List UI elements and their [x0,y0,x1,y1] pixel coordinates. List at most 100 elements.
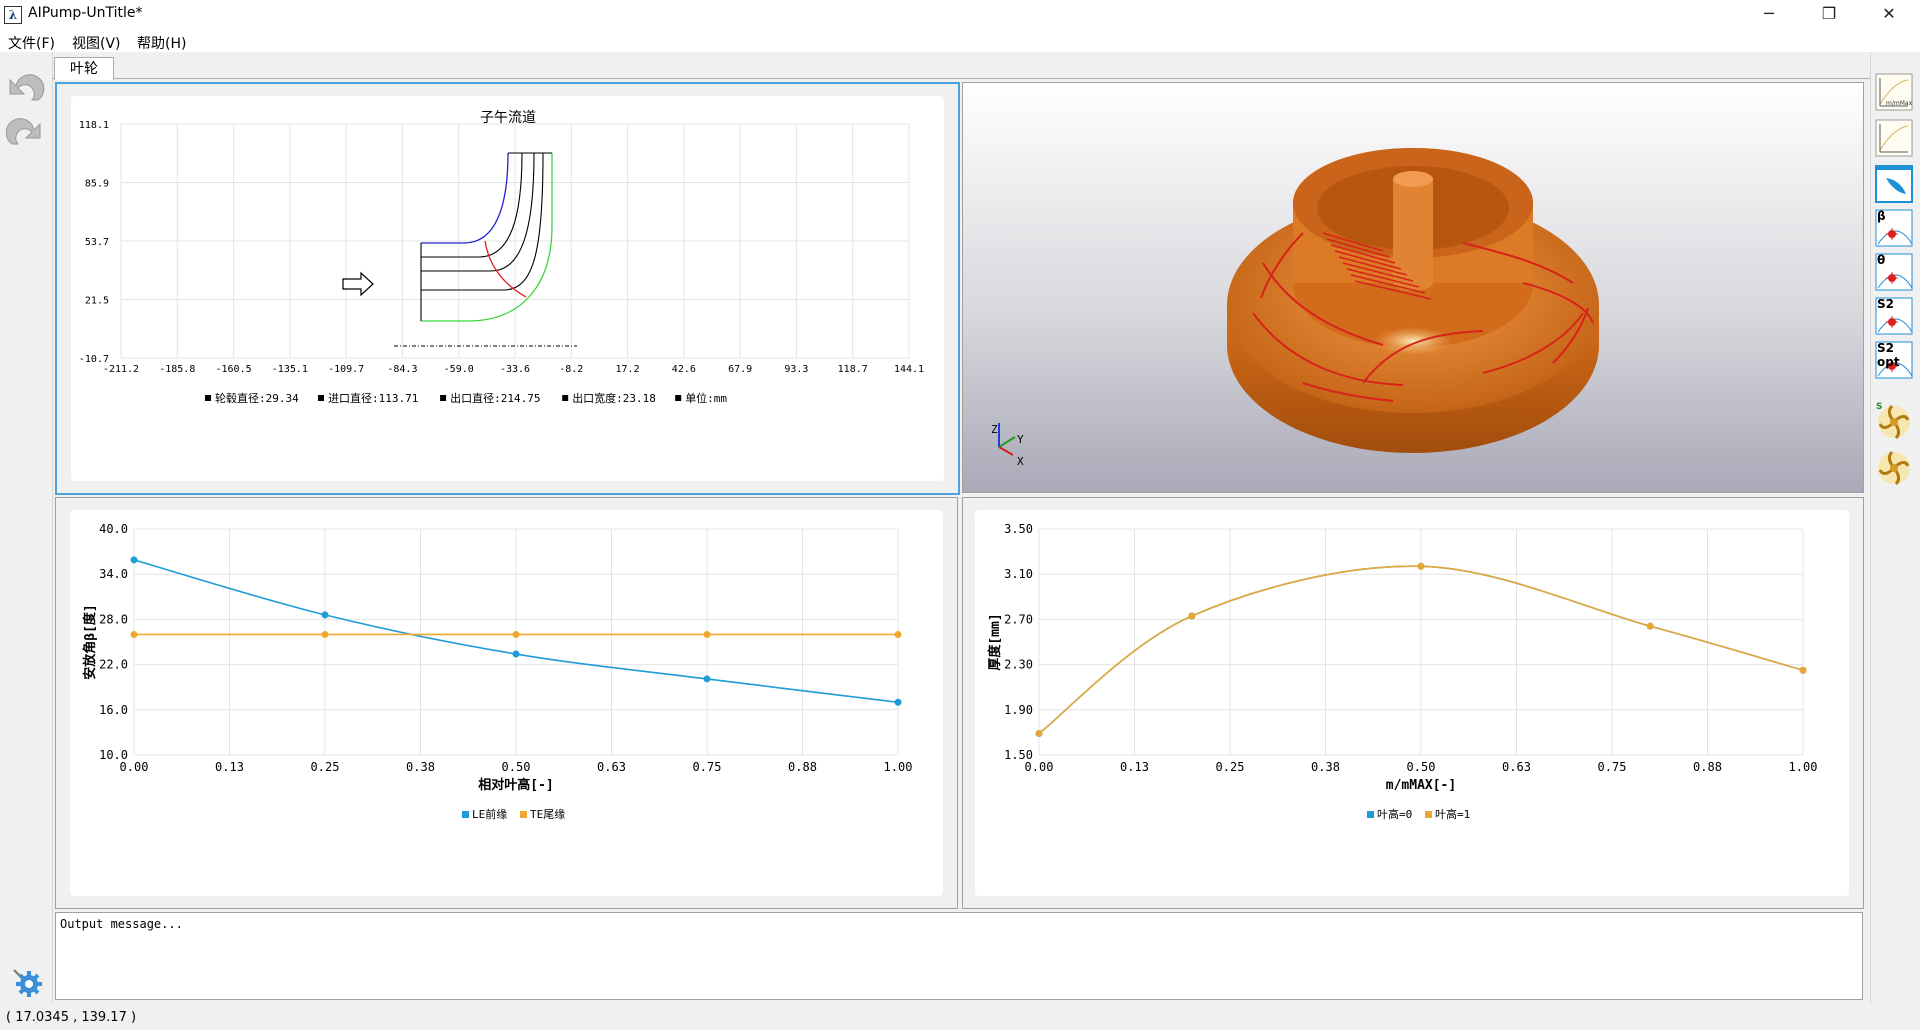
data-point [703,630,711,638]
x-tick-label: 144.1 [894,364,924,375]
flow-direction-arrow-icon [342,271,374,297]
beta-icon[interactable]: β [1874,208,1914,248]
data-point [1417,562,1425,570]
toolbar-icon-caption: S2 [1877,297,1894,311]
chart-grid [133,528,899,756]
y-tick-label: 21.5 [85,296,109,307]
x-tick-label: 0.88 [1693,760,1722,774]
blade-curve [1260,232,1304,299]
x-tick-label: 0.25 [1216,760,1245,774]
tab-impeller[interactable]: 叶轮 [54,57,114,80]
legend-marker [318,395,324,401]
data-point [321,630,329,638]
s2-icon[interactable]: S2 [1874,296,1914,336]
streamline [421,152,544,291]
blade-curve [1262,262,1384,346]
hub-line [421,153,553,322]
undo-arrow-icon[interactable] [4,70,46,110]
menu-file[interactable]: 文件(F) [8,36,55,52]
legend-item: LE前缘 [472,807,507,821]
meridional-chart: 子午流道 118.1 85.9 53.7 21.5 -10.7 -211.2 -185.8… [79,110,924,405]
maximize-button[interactable]: ❐ [1821,4,1837,23]
app-logo-icon: λ [4,6,22,24]
window-title: AIPump-UnTitle* [28,5,143,21]
x-tick-label: 0.75 [693,760,722,774]
y-tick-label: 16.0 [99,703,128,717]
x-tick-label: 0.38 [1311,760,1340,774]
x-axis-label: m/mMAX[-] [1386,778,1456,793]
x-tick-label: 0.63 [597,760,626,774]
x-tick-label: 0.13 [215,760,244,774]
s2-opt-icon[interactable]: S2 opt [1874,340,1914,380]
leading-edge-line [484,240,527,298]
blade-shape-icon[interactable] [1874,164,1914,204]
meridional-panel[interactable]: 子午流道 118.1 85.9 53.7 21.5 -10.7 -211.2 -185.8… [55,82,960,495]
x-tick-label: -59.0 [444,364,474,375]
blade-curve [1330,244,1396,264]
toolbar-icon-caption: S [1876,402,1883,412]
y-tick-label: 40.0 [99,522,128,536]
thickness-chart: 3.50 3.10 2.70 2.30 1.90 1.500.00 0.13 0.25 0.38… [987,522,1817,821]
x-tick-label: -160.5 [216,364,252,375]
legend-item: 出口直径:214.75 [450,391,540,405]
y-tick-label: 22.0 [99,658,128,672]
x-tick-label: 0.00 [120,760,149,774]
3d-viewer-panel[interactable]: Z Y X [962,82,1864,493]
y-tick-label: 2.70 [1004,612,1033,626]
x-tick-label: 0.50 [1407,760,1436,774]
gear-icon[interactable] [10,964,44,998]
chart-thumbnail-icon-2[interactable] [1874,118,1914,158]
chart-thumbnail-icon[interactable]: m/mMax [1874,72,1914,112]
x-tick-label: 1.00 [884,760,913,774]
close-button[interactable]: ✕ [1882,4,1896,23]
impeller-icon-2[interactable] [1874,448,1914,488]
blade-curve [1334,250,1402,270]
beta-angle-panel[interactable]: 40.0 34.0 28.0 22.0 16.0 10.0 0.00 0.13 0.25 0.38… [55,497,958,909]
blade-curve [1346,268,1420,288]
data-point [1035,730,1043,738]
redo-arrow-icon[interactable] [4,114,46,154]
cursor-coordinates: ( 17.0345 , 139.17 ) [6,1010,137,1025]
x-tick-label: 0.25 [311,760,340,774]
y-tick-label: 53.7 [85,237,109,248]
y-axis-label: 安放角β[度] [82,604,98,679]
blade-curve [1552,307,1589,364]
toolbar-icon-caption: m/mMax [1886,100,1913,107]
legend-item: 单位:mm [685,391,727,405]
x-tick-label: 93.3 [784,364,808,375]
legend-marker [1425,811,1432,818]
meridional-card: 子午流道 118.1 85.9 53.7 21.5 -10.7 -211.2 -185.8… [71,96,944,481]
chart-grid [1038,528,1804,756]
y-axis-label: 厚度[mm] [987,613,1003,670]
data-point [703,675,711,683]
axis-x-label: X [1017,455,1024,468]
x-tick-label: -211.2 [103,364,139,375]
x-tick-label: -185.8 [159,364,195,375]
legend-item: 叶高=0 [1377,807,1412,821]
blade-curve [1354,280,1432,300]
y-tick-label: 3.50 [1004,522,1033,536]
minimize-button[interactable]: ─ [1764,4,1774,23]
chart-title: 子午流道 [480,110,536,126]
theta-icon[interactable]: θ [1874,252,1914,292]
x-tick-label: 0.88 [788,760,817,774]
toolbar-icon-caption: β [1877,209,1886,223]
blade-curve [1322,232,1384,252]
legend-marker [440,395,447,401]
y-tick-label: 118.1 [79,120,109,131]
thickness-panel[interactable]: 3.50 3.10 2.70 2.30 1.90 1.50 0.00 0.13 0.25 0.38… [962,497,1864,909]
data-point [1646,622,1654,630]
blade-curve [1462,242,1574,284]
x-tick-label: 42.6 [672,364,696,375]
legend-marker [675,395,682,401]
x-tick-label: 0.38 [406,760,435,774]
y-tick-label: 85.9 [85,179,109,190]
impeller-icon[interactable]: S [1874,402,1914,442]
x-tick-label: 17.2 [616,364,640,375]
x-tick-label: -8.2 [559,364,583,375]
menu-view[interactable]: 视图(V) [72,36,121,52]
legend-marker [205,395,211,401]
menu-help[interactable]: 帮助(H) [137,36,187,52]
y-tick-label: 3.10 [1004,567,1033,581]
blade-curve [1338,256,1408,276]
